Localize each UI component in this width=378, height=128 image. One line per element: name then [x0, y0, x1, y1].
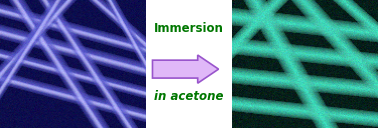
FancyArrow shape [152, 55, 218, 83]
Text: in acetone: in acetone [154, 89, 224, 103]
Text: Immersion: Immersion [154, 22, 224, 35]
